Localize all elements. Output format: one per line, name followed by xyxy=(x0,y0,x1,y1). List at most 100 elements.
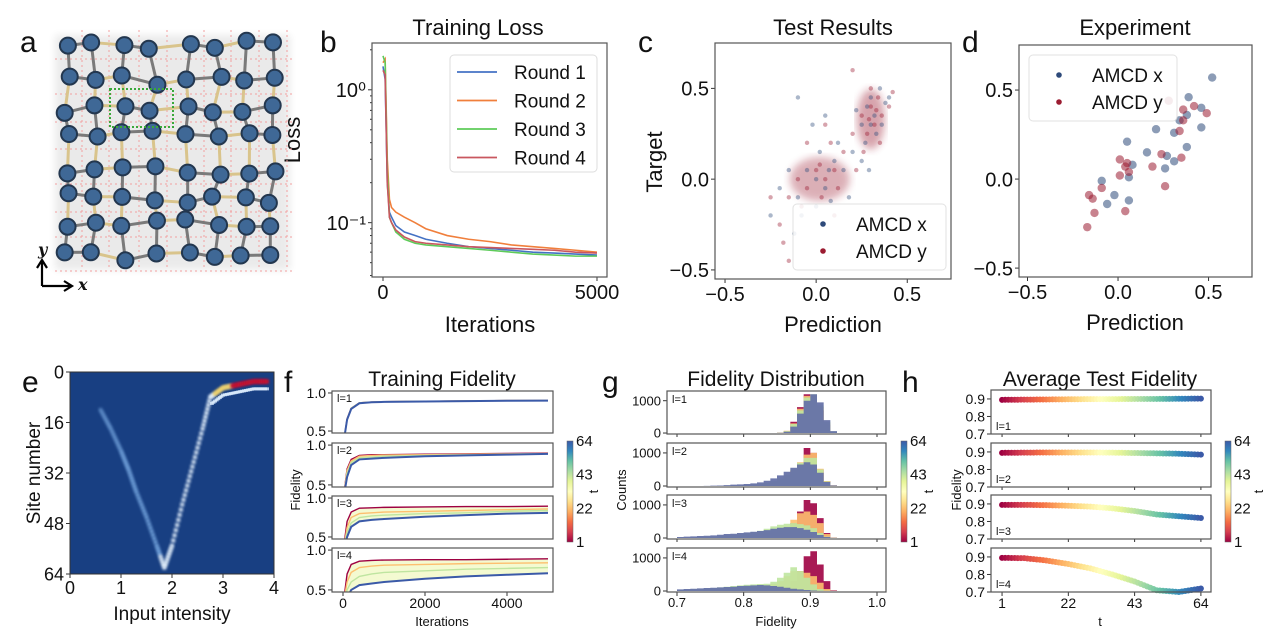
heatmap-cell xyxy=(104,419,109,424)
colorbar-h: 64 43 22 1 t xyxy=(1224,433,1266,551)
point-amcd-y xyxy=(1090,208,1099,218)
lattice-node xyxy=(240,124,259,143)
colorbar-label: t xyxy=(921,489,936,493)
heatmap-cell xyxy=(207,399,212,404)
heatmap-cell xyxy=(127,470,132,475)
axis-x-label: x xyxy=(77,275,88,294)
histogram-t43 xyxy=(677,567,837,592)
point-amcd-y xyxy=(1179,116,1188,125)
y-tick-label: 1000 xyxy=(632,393,661,408)
heatmap-cell xyxy=(139,502,144,507)
lattice-node xyxy=(237,31,256,50)
lattice-node xyxy=(58,36,77,55)
point-amcd-y xyxy=(861,149,866,155)
y-tick-label: 0.5 xyxy=(307,477,327,493)
lattice-node xyxy=(177,70,196,89)
point-amcd-x xyxy=(1160,164,1170,173)
lattice-node xyxy=(263,33,282,52)
y-tick-label: 1000 xyxy=(632,498,661,513)
point-amcd-x xyxy=(1110,190,1119,200)
lattice-node xyxy=(205,247,224,266)
plot-frame-h-1 xyxy=(990,389,1212,435)
subplot-label: l=4 xyxy=(996,579,1011,591)
heatmap-cell xyxy=(131,481,136,486)
xlabel-c: Prediction xyxy=(784,312,882,337)
heatmap-cell xyxy=(185,483,190,488)
heatmap-cell xyxy=(145,518,150,523)
subplot-label: l=4 xyxy=(672,551,687,563)
heatmap-cell xyxy=(122,458,127,463)
point-amcd-x xyxy=(854,107,859,113)
point-amcd-y xyxy=(872,122,877,127)
x-tick-label: 22 xyxy=(1061,595,1077,611)
y-tick-label: 0 xyxy=(654,531,661,546)
colorbar-tick-label: 64 xyxy=(576,433,593,450)
heatmap-cell xyxy=(175,523,180,528)
heatmap-cell xyxy=(205,407,210,412)
heatmap-cell xyxy=(108,426,113,431)
title-f: Training Fidelity xyxy=(368,368,516,391)
lattice-node xyxy=(60,67,79,86)
axes-g: 0 1000 xyxy=(632,393,667,441)
axes-g: 0 1000 xyxy=(632,498,667,546)
lattice-node xyxy=(82,33,101,52)
heatmap-cell xyxy=(152,536,157,541)
lattice-node xyxy=(147,244,166,263)
y-tick-label: 0.8 xyxy=(966,514,986,530)
legend-label: Round 1 xyxy=(514,63,586,84)
lattice-node xyxy=(261,217,280,236)
y-tick-label: 0 xyxy=(654,426,661,441)
point-amcd-y xyxy=(879,113,884,118)
plot-frame-f-2 xyxy=(331,442,554,488)
heatmap-cell xyxy=(160,560,165,565)
point-amcd-x xyxy=(850,149,855,155)
lattice-node xyxy=(237,217,256,236)
lattice-shadow xyxy=(55,35,290,270)
histogram-t64 xyxy=(677,527,837,539)
y-tick-label: 0.8 xyxy=(966,462,986,478)
y-tick-label: 0.8 xyxy=(966,409,986,425)
heatmap-cell xyxy=(134,489,139,494)
panel-label-g: g xyxy=(602,366,619,399)
lattice-node xyxy=(210,215,229,234)
panel-label-h: h xyxy=(902,366,919,399)
axes-g: 0 1000 xyxy=(632,446,667,494)
heatmap-cell xyxy=(186,478,191,483)
legend-box xyxy=(792,203,947,271)
y-tick-label: 64 xyxy=(44,564,64,584)
y-tick-label: 0.8 xyxy=(966,567,986,583)
point-amcd-x xyxy=(1207,73,1217,82)
colorbar-gradient xyxy=(566,440,574,543)
point-amcd-y xyxy=(854,167,859,173)
colorbar-tick-label: 43 xyxy=(1234,467,1251,484)
heatmap-cell xyxy=(195,445,200,450)
heatmap-cell xyxy=(102,414,107,419)
x-tick-label: 0.5 xyxy=(893,284,921,306)
heatmap-cell xyxy=(172,533,177,538)
avg-fidelity-point xyxy=(1197,514,1204,521)
x-tick-label: 0.9 xyxy=(801,595,819,610)
legend-marker xyxy=(820,248,826,254)
point-amcd-y xyxy=(1177,153,1186,162)
plot-frame-g-1 xyxy=(666,390,887,435)
heatmap-cell xyxy=(182,493,187,498)
ylabel-e: Site number xyxy=(24,421,45,524)
lattice-node xyxy=(85,96,104,115)
lattice-node xyxy=(203,187,222,206)
heatmap-cell xyxy=(264,379,269,384)
point-amcd-y xyxy=(1088,194,1097,203)
colorbar-tick-label: 64 xyxy=(1234,433,1251,450)
colorbar-tick-label: 22 xyxy=(576,500,593,517)
plot-frame-d xyxy=(1018,44,1253,278)
y-tick-label: 0.0 xyxy=(681,169,709,191)
lattice-node xyxy=(140,101,159,120)
heatmap-cell xyxy=(162,565,167,570)
plot-frame-h-3 xyxy=(990,494,1212,540)
lattice-node xyxy=(139,39,158,58)
heatmap-cell xyxy=(157,551,162,556)
point-amcd-x xyxy=(846,195,852,200)
lattice-node xyxy=(148,75,167,94)
plot-frame-b xyxy=(371,42,608,278)
legend-label: Round 2 xyxy=(514,92,586,113)
heatmap-cell xyxy=(113,437,118,442)
